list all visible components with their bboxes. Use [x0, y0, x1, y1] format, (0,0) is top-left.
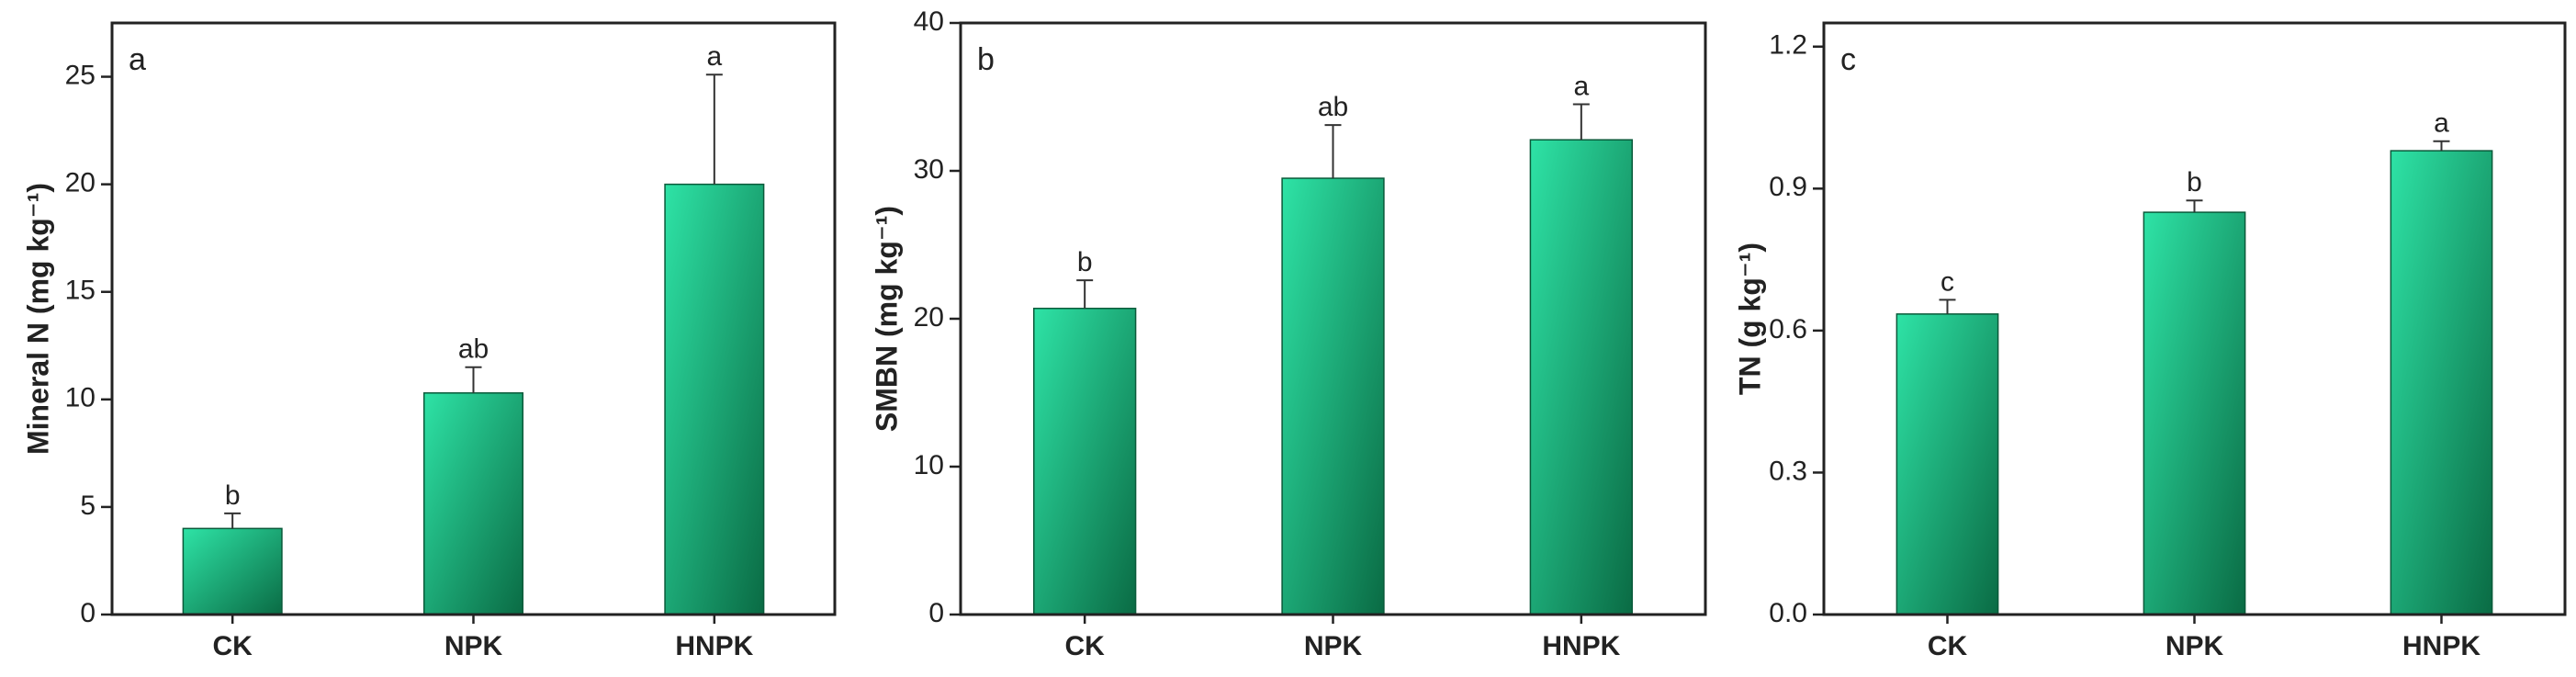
y-tick-label: 0	[80, 598, 96, 628]
y-tick-label: 0.3	[1769, 456, 1807, 486]
bar	[664, 183, 765, 615]
x-tick-label: HNPK	[1542, 631, 1620, 661]
y-tick-label: 25	[65, 60, 96, 90]
panel-label: c	[1840, 42, 1856, 77]
plot-frame	[1822, 21, 2567, 616]
panel-label: b	[977, 42, 995, 77]
bar	[2143, 211, 2246, 615]
bar	[2390, 150, 2493, 615]
significance-letter: b	[1077, 247, 1093, 277]
y-tick-label: 10	[65, 383, 96, 413]
significance-letter: a	[706, 41, 722, 72]
y-tick-label: 1.2	[1769, 30, 1807, 61]
significance-letter: a	[2434, 108, 2449, 139]
y-axis-label: Mineral N (mg kg⁻¹)	[21, 183, 54, 455]
bar	[1032, 307, 1137, 615]
bar	[1281, 177, 1385, 615]
y-tick-label: 0	[928, 598, 944, 628]
x-tick-label: HNPK	[2402, 631, 2480, 661]
bar	[1895, 313, 1999, 615]
y-tick-label: 10	[914, 450, 944, 480]
y-tick-label: 15	[65, 276, 96, 306]
x-tick-label: CK	[1064, 631, 1105, 661]
significance-letter: ab	[1318, 92, 1348, 122]
x-tick-label: NPK	[1304, 631, 1363, 661]
significance-letter: a	[1573, 71, 1589, 101]
y-axis-label: SMBN (mg kg⁻¹)	[870, 206, 903, 432]
y-tick-label: 40	[914, 6, 944, 37]
bar	[1529, 139, 1634, 615]
plot-frame	[110, 21, 837, 616]
significance-letter: c	[1940, 266, 1954, 297]
bar	[422, 392, 524, 615]
x-tick-label: HNPK	[675, 631, 753, 661]
x-tick-label: NPK	[444, 631, 503, 661]
panel-label: a	[129, 42, 146, 77]
y-tick-label: 0.9	[1769, 172, 1807, 202]
significance-letter: ab	[458, 334, 489, 365]
significance-letter: b	[225, 480, 241, 511]
bar	[182, 527, 283, 615]
y-tick-label: 0.6	[1769, 314, 1807, 344]
y-tick-label: 0.0	[1769, 598, 1807, 628]
y-axis-label: TN (g kg⁻¹)	[1733, 243, 1766, 395]
y-tick-label: 30	[914, 154, 944, 185]
y-tick-label: 5	[80, 491, 96, 521]
x-tick-label: CK	[212, 631, 253, 661]
plot-frame	[959, 21, 1707, 616]
x-tick-label: CK	[1928, 631, 1968, 661]
significance-letter: b	[2187, 167, 2202, 197]
x-tick-label: NPK	[2165, 631, 2224, 661]
y-tick-label: 20	[914, 302, 944, 333]
y-tick-label: 20	[65, 168, 96, 198]
